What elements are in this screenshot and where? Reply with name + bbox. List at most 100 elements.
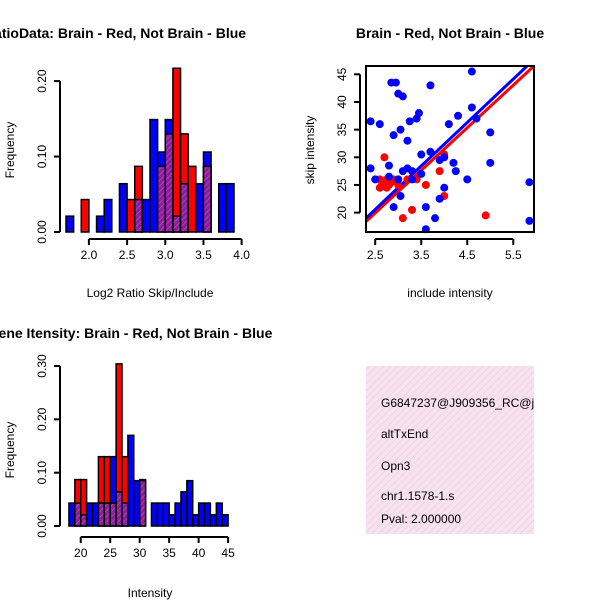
scatter-points: [366, 67, 534, 234]
ratio-hist-bar-notbrain: [141, 198, 151, 233]
ratio-hist-x-tick-label: 2.0: [81, 248, 98, 262]
ratio-hist-bar-notbrain: [217, 182, 228, 233]
intensity-hist-bar-notbrain: [203, 502, 212, 527]
intensity-hist-bar-notbrain: [68, 502, 76, 527]
ratio-hist-bar-notbrain: [225, 182, 235, 233]
intensity-hist-x-tick-label: 45: [221, 546, 235, 560]
scatter-point-notbrain: [366, 164, 375, 173]
intensity-hist-bar-notbrain: [156, 502, 165, 527]
scatter-title: Brain - Red, Not Brain - Blue: [356, 25, 544, 41]
ratio-hist-y-tick-label: 0.10: [35, 145, 49, 169]
intensity-hist-y-tick-label: 0.10: [35, 461, 49, 485]
scatter-ylabel: skip intensity: [303, 116, 317, 185]
intensity-hist-x-tick-label: 35: [162, 546, 176, 560]
ratio-hist-bar-notbrain: [195, 182, 205, 233]
scatter-point-brain: [380, 153, 389, 162]
intensity-hist-bar-notbrain: [91, 502, 100, 527]
scatter-point-notbrain: [463, 175, 472, 184]
scatter-x-tick-label: 4.5: [459, 248, 476, 262]
scatter-point-notbrain: [440, 183, 449, 192]
scatter-point-notbrain: [396, 125, 405, 134]
scatter-point-notbrain: [525, 178, 534, 187]
intensity-hist-bar-notbrain: [186, 479, 194, 527]
scatter-point-notbrain: [451, 167, 460, 176]
intensity-hist-x-tick-label: 25: [104, 546, 118, 560]
scatter-point-notbrain: [454, 111, 463, 120]
intensity-hist-bar-overlap: [109, 502, 117, 527]
intensity-hist-bar-notbrain: [150, 502, 159, 527]
ratio-histogram-panel: RatioData: Brain - Red, Not Brain - Blue…: [0, 25, 250, 300]
intensity-hist-bar-notbrain: [162, 502, 170, 527]
scatter-point-notbrain: [486, 158, 495, 167]
scatter-point-brain: [481, 211, 490, 220]
ratio-hist-bar-overlap: [202, 165, 212, 233]
ratio-histogram-axes: 2.0 2.5 3.0 3.5 4.0 0.00 0.10 0.20: [35, 69, 250, 262]
ratio-hist-bar-notbrain: [95, 215, 105, 233]
scatter-fit-line-notbrain: [366, 66, 529, 220]
intensity-histogram-title: Gene Itensity: Brain - Red, Not Brain - …: [0, 325, 273, 341]
ratio-hist-bar-overlap: [179, 182, 189, 233]
intensity-hist-bar-overlap: [74, 502, 82, 527]
scatter-point-notbrain: [426, 147, 435, 156]
intensity-hist-bar-overlap: [115, 491, 123, 527]
intensity-hist-bar-overlap: [121, 502, 129, 527]
scatter-point-notbrain: [394, 175, 403, 184]
scatter-point-notbrain: [396, 192, 405, 201]
scatter-xlabel: include intensity: [407, 286, 492, 300]
intensity-hist-bar-notbrain: [215, 502, 223, 527]
scatter-point-notbrain: [417, 150, 426, 159]
scatter-point-notbrain: [371, 175, 380, 184]
intensity-histogram-ylabel: Frequency: [3, 422, 17, 479]
scatter-point-notbrain: [426, 81, 435, 90]
scatter-y-tick-label: 45: [335, 67, 349, 81]
scatter-point-brain: [408, 205, 417, 214]
scatter-point-notbrain: [467, 67, 476, 76]
scatter-point-notbrain: [486, 128, 495, 137]
scatter-point-notbrain: [467, 103, 476, 112]
scatter-point-notbrain: [414, 109, 423, 118]
scatter-point-notbrain: [408, 167, 417, 176]
scatter-point-notbrain: [417, 169, 426, 178]
info-gene: Opn3: [381, 459, 411, 473]
ratio-hist-bar-brain: [80, 198, 90, 233]
ratio-hist-bar-notbrain: [65, 215, 75, 233]
scatter-fit-lines: [366, 66, 534, 223]
info-pval: Pval: 2.000000: [381, 512, 461, 526]
intensity-hist-bar-notbrain: [127, 434, 135, 527]
ratio-hist-y-tick-label: 0.00: [35, 220, 49, 244]
ratio-hist-x-tick-label: 3.0: [157, 248, 174, 262]
scatter-frame: [365, 65, 535, 233]
intensity-hist-y-tick-label: 0.00: [35, 514, 49, 538]
info-probe: chr1.1578-1.s: [381, 489, 454, 503]
intensity-hist-y-tick-label: 0.20: [35, 407, 49, 431]
intensity-hist-bar-notbrain: [133, 479, 141, 527]
scatter-point-notbrain: [403, 136, 412, 145]
intensity-histogram-axes: 20 25 30 35 40 45 0.00 0.10 0.20 0.30: [35, 354, 235, 560]
scatter-x-tick-label: 2.5: [367, 248, 384, 262]
intensity-hist-bar-notbrain: [221, 514, 229, 527]
ratio-hist-bar-overlap: [133, 198, 144, 233]
scatter-point-notbrain: [375, 120, 384, 129]
scatter-y-tick-label: 30: [335, 150, 349, 164]
scatter-y-tick-label: 40: [335, 95, 349, 109]
intensity-hist-bar-notbrain: [168, 514, 176, 527]
intensity-hist-bar-notbrain: [174, 502, 182, 527]
intensity-scatter-panel: Brain - Red, Not Brain - Blue 2.5 3.5 4.5 5…: [303, 25, 544, 300]
scatter-fit-line-brain: [366, 66, 534, 223]
intensity-hist-bar-notbrain: [180, 491, 188, 527]
ratio-hist-bar-overlap: [164, 133, 174, 233]
ratio-hist-bar-brain: [172, 67, 182, 233]
intensity-hist-bar-notbrain: [197, 502, 206, 527]
scatter-y-tick-label: 20: [335, 206, 349, 220]
scatter-point-notbrain: [435, 194, 444, 203]
intensity-hist-bar-notbrain: [191, 514, 200, 527]
intensity-hist-y-tick-label: 0.30: [35, 354, 49, 378]
ratio-hist-bar-overlap: [172, 215, 182, 233]
scatter-point-notbrain: [398, 92, 407, 101]
ratio-histogram-bars: [65, 67, 235, 233]
ratio-histogram-xlabel: Log2 Ratio Skip/Include: [87, 286, 214, 300]
scatter-y-tick-label: 35: [335, 123, 349, 137]
scatter-point-notbrain: [472, 114, 481, 123]
